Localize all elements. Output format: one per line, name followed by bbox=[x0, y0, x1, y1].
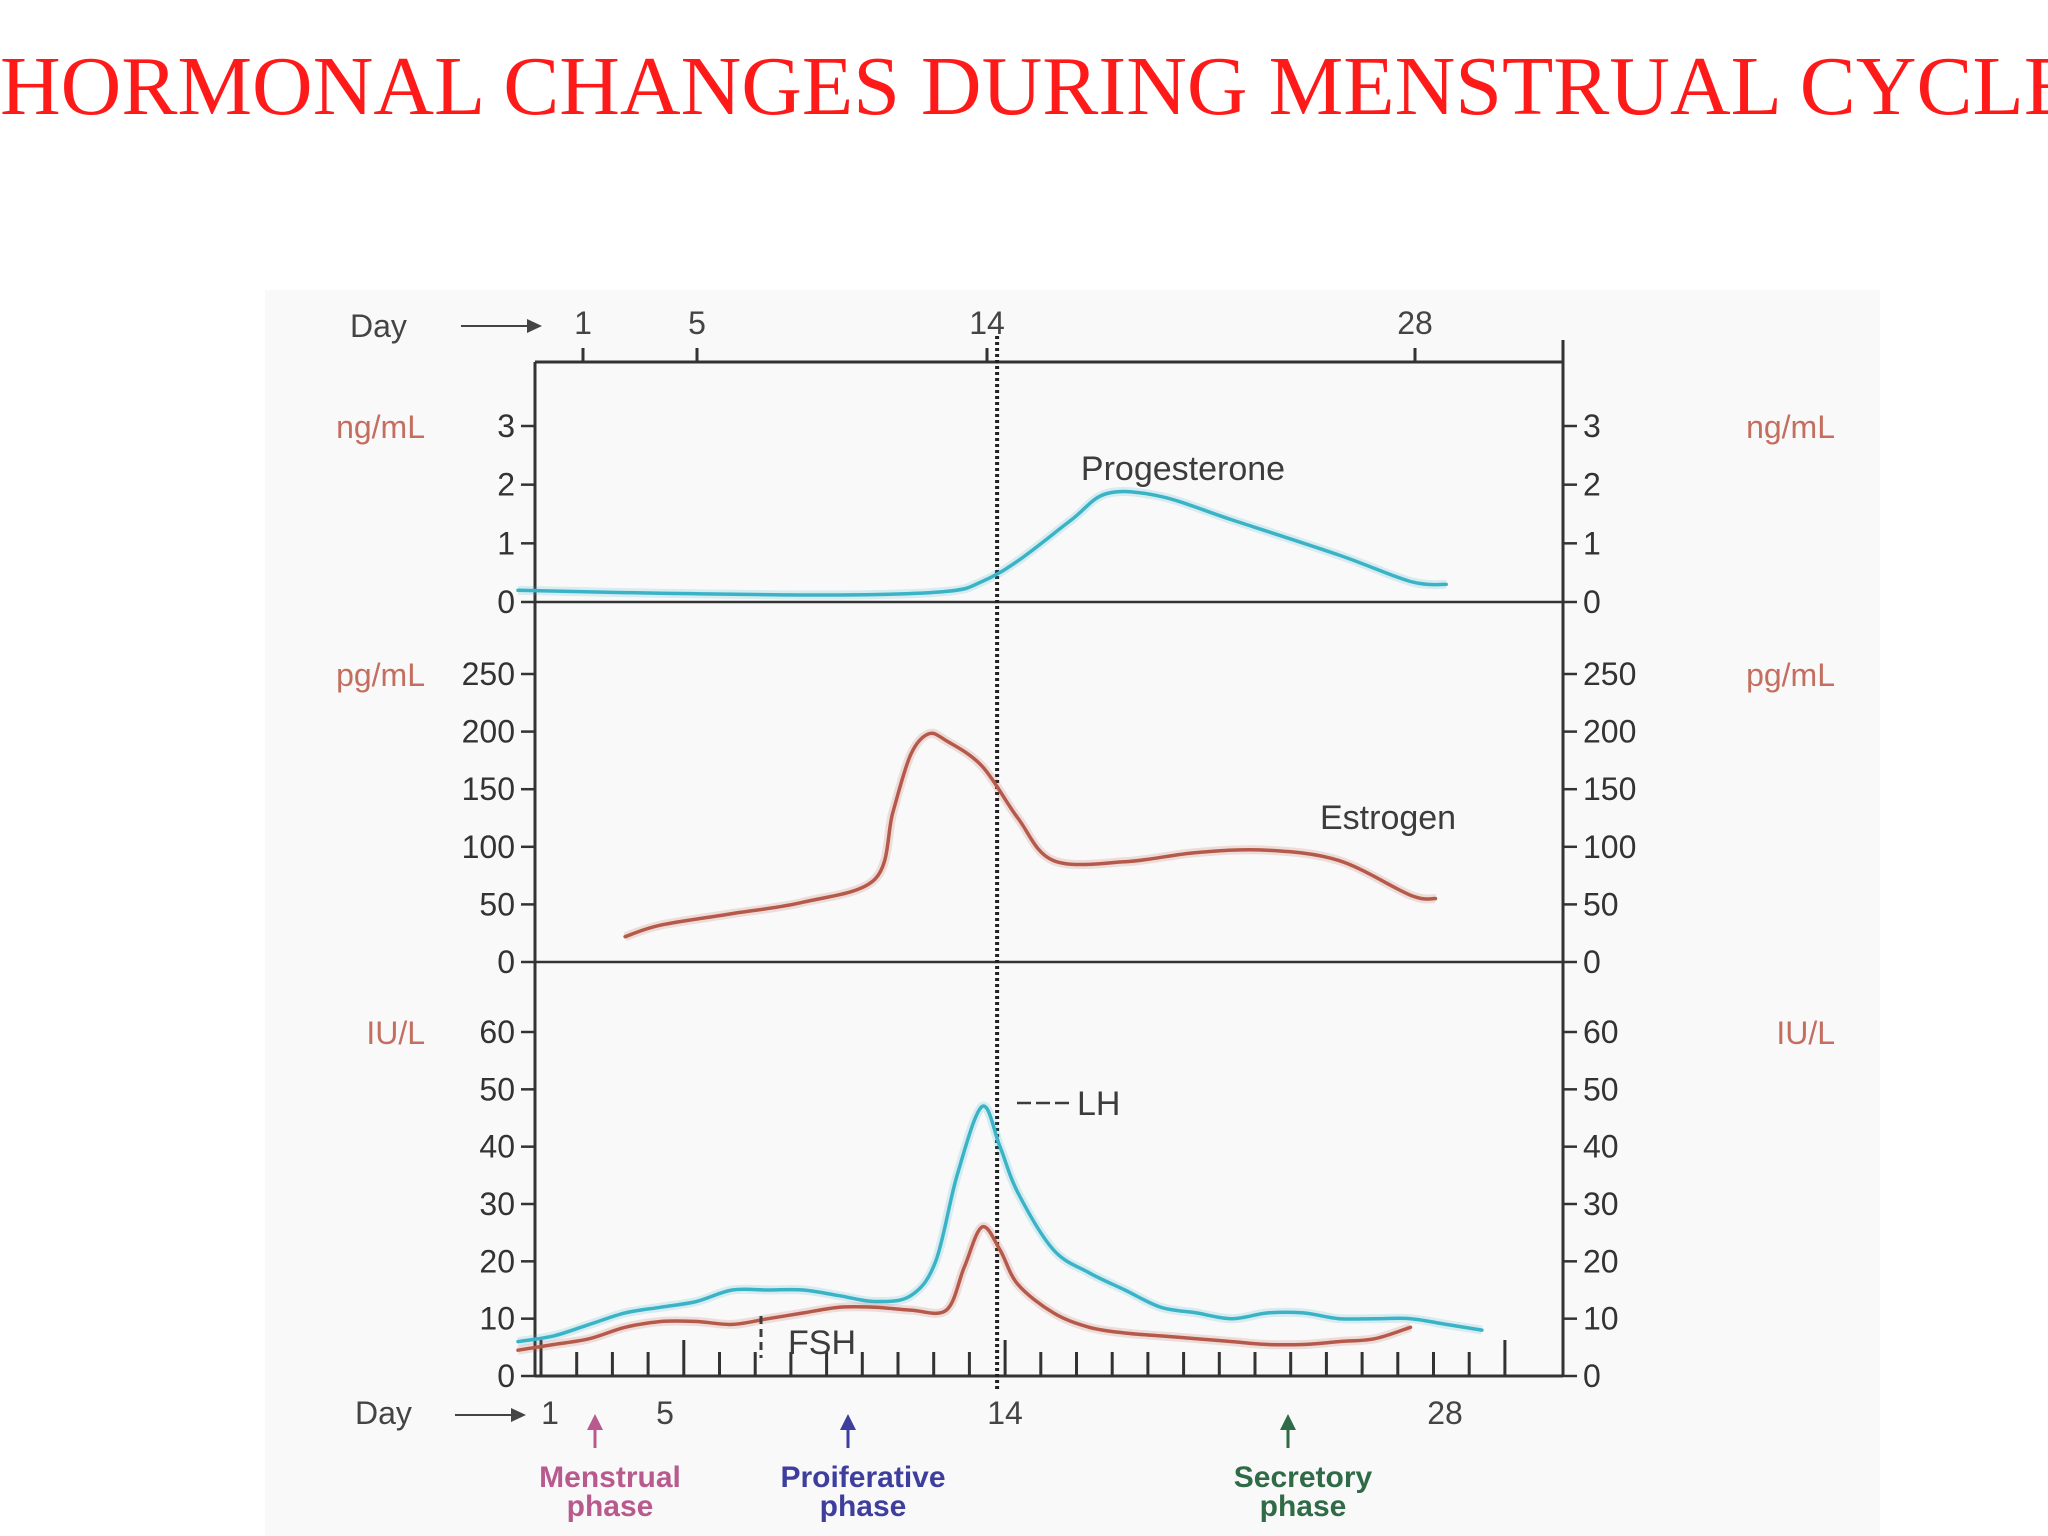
phase-label-line2: phase bbox=[820, 1490, 907, 1523]
hormone-chart-figure: Day 1 5 14 28 0 0 1 1 2 2 3 3 ng/mL ng/mL 0 0 50 50 100 100 1… bbox=[265, 290, 1880, 1536]
left-y-tick-label: 50 bbox=[479, 886, 515, 922]
phase-arrow-head bbox=[1280, 1414, 1296, 1430]
lh-curve bbox=[516, 1104, 1484, 1344]
estrogen-curve bbox=[623, 731, 1438, 939]
right-y-tick-label: 0 bbox=[1583, 1358, 1601, 1394]
fsh-label: FSH bbox=[788, 1324, 856, 1362]
top-day-tick-label: 14 bbox=[969, 305, 1005, 341]
phase-label-line1: Proiferative bbox=[780, 1461, 945, 1494]
left-unit-label: IU/L bbox=[366, 1015, 425, 1051]
left-y-tick-label: 40 bbox=[479, 1129, 515, 1165]
right-y-tick-label: 100 bbox=[1583, 829, 1636, 865]
right-y-tick-label: 20 bbox=[1583, 1243, 1619, 1279]
right-y-tick-label: 50 bbox=[1583, 886, 1619, 922]
left-y-tick-label: 250 bbox=[462, 656, 515, 692]
progesterone-curve bbox=[516, 489, 1448, 597]
bottom-day-tick-label: 14 bbox=[987, 1395, 1023, 1431]
fsh-curve-glow bbox=[517, 1222, 1412, 1355]
top-day-tick-label: 28 bbox=[1397, 305, 1433, 341]
lh-label: LH bbox=[1077, 1085, 1120, 1123]
left-y-tick-label: 1 bbox=[497, 525, 515, 561]
right-y-tick-label: 60 bbox=[1583, 1014, 1619, 1050]
top-day-tick-label: 1 bbox=[574, 305, 592, 341]
left-y-tick-label: 20 bbox=[479, 1243, 515, 1279]
right-y-tick-label: 40 bbox=[1583, 1129, 1619, 1165]
left-y-tick-label: 100 bbox=[462, 829, 515, 865]
bottom-day-arrow-head bbox=[511, 1408, 526, 1422]
top-day-arrow-head bbox=[527, 319, 542, 333]
right-y-tick-label: 150 bbox=[1583, 771, 1636, 807]
phase-label-line2: phase bbox=[567, 1490, 654, 1523]
right-y-tick-label: 10 bbox=[1583, 1301, 1619, 1337]
left-y-tick-label: 0 bbox=[497, 1358, 515, 1394]
phase-label-line2: phase bbox=[1260, 1490, 1347, 1523]
right-y-tick-label: 250 bbox=[1583, 656, 1636, 692]
right-y-tick-label: 0 bbox=[1583, 584, 1601, 620]
phase-arrow-head bbox=[840, 1414, 856, 1430]
left-y-tick-label: 2 bbox=[497, 467, 515, 503]
right-y-tick-label: 50 bbox=[1583, 1071, 1619, 1107]
right-y-tick-label: 2 bbox=[1583, 467, 1601, 503]
phase-label-line1: Menstrual bbox=[539, 1461, 681, 1494]
right-unit-label: IU/L bbox=[1776, 1015, 1835, 1051]
right-y-tick-label: 0 bbox=[1583, 944, 1601, 980]
fsh-curve bbox=[516, 1224, 1413, 1352]
bottom-day-label: Day bbox=[355, 1395, 412, 1431]
left-y-tick-label: 0 bbox=[497, 944, 515, 980]
left-y-tick-label: 30 bbox=[479, 1186, 515, 1222]
right-y-tick-label: 200 bbox=[1583, 714, 1636, 750]
bottom-day-tick-label: 28 bbox=[1427, 1395, 1463, 1431]
left-y-tick-label: 150 bbox=[462, 771, 515, 807]
estrogen-label: Estrogen bbox=[1320, 799, 1456, 837]
right-y-tick-label: 1 bbox=[1583, 525, 1601, 561]
left-y-tick-label: 10 bbox=[479, 1301, 515, 1337]
slide-title: HORMONAL CHANGES DURING MENSTRUAL CYCLE bbox=[0, 40, 2048, 133]
top-day-label: Day bbox=[350, 308, 407, 344]
left-y-tick-label: 200 bbox=[462, 714, 515, 750]
left-unit-label: pg/mL bbox=[336, 657, 425, 693]
right-y-tick-label: 30 bbox=[1583, 1186, 1619, 1222]
top-day-tick-label: 5 bbox=[688, 305, 706, 341]
phase-label-line1: Secretory bbox=[1234, 1461, 1373, 1494]
left-y-tick-label: 60 bbox=[479, 1014, 515, 1050]
left-y-tick-label: 50 bbox=[479, 1071, 515, 1107]
bottom-day-tick-label: 5 bbox=[656, 1395, 674, 1431]
left-unit-label: ng/mL bbox=[336, 409, 425, 445]
progesterone-label: Progesterone bbox=[1081, 450, 1285, 488]
right-unit-label: pg/mL bbox=[1746, 657, 1835, 693]
right-unit-label: ng/mL bbox=[1746, 409, 1835, 445]
left-y-tick-label: 3 bbox=[497, 408, 515, 444]
left-y-tick-label: 0 bbox=[497, 584, 515, 620]
bottom-day-tick-label: 1 bbox=[541, 1395, 559, 1431]
right-y-tick-label: 3 bbox=[1583, 408, 1601, 444]
phase-arrow-head bbox=[587, 1414, 603, 1430]
